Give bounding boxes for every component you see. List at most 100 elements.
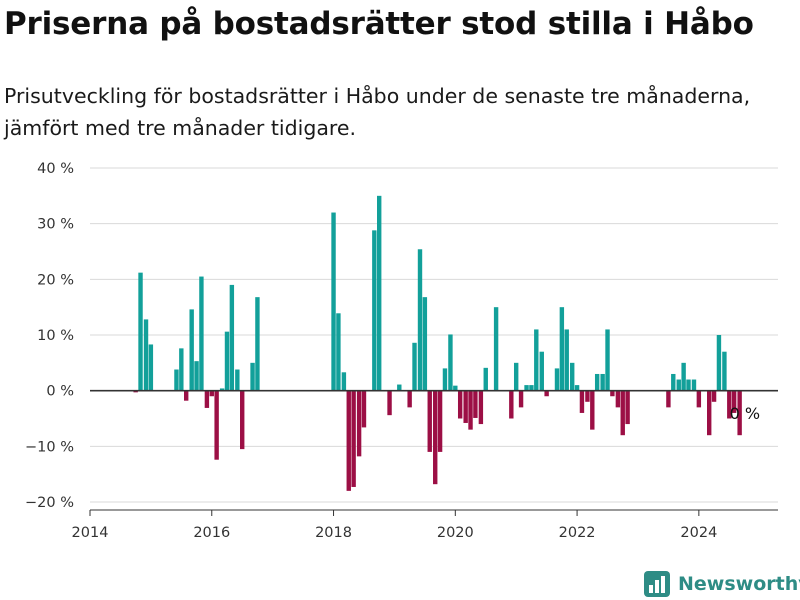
bar xyxy=(529,385,534,391)
bar xyxy=(473,390,478,418)
bar xyxy=(372,230,377,391)
bar xyxy=(574,385,580,391)
bar xyxy=(544,390,549,397)
bar xyxy=(194,361,199,391)
bar xyxy=(214,390,219,460)
bar xyxy=(625,390,630,425)
bar xyxy=(199,276,204,391)
bar xyxy=(356,390,362,457)
bar xyxy=(590,390,595,430)
logo-bar-2 xyxy=(655,580,659,593)
bar xyxy=(564,329,569,391)
y-tick-label: 30 % xyxy=(37,217,74,233)
x-tick-label: 2022 xyxy=(559,525,596,541)
bar xyxy=(189,309,194,391)
bar xyxy=(240,390,245,450)
bar xyxy=(427,390,432,452)
bar xyxy=(707,390,712,436)
x-tick-label: 2018 xyxy=(315,525,352,541)
bar xyxy=(346,390,351,491)
bar xyxy=(255,297,260,391)
bar xyxy=(513,362,519,391)
bar xyxy=(174,369,179,391)
bar xyxy=(579,390,585,413)
bar xyxy=(737,390,742,436)
bar xyxy=(585,390,590,402)
bar xyxy=(133,390,138,393)
bar xyxy=(336,313,341,391)
bar xyxy=(686,379,691,391)
bar xyxy=(570,362,575,391)
bar xyxy=(600,373,605,391)
bar xyxy=(605,329,610,391)
bar xyxy=(442,368,448,391)
bar xyxy=(224,331,230,391)
logo-bar-1 xyxy=(649,585,653,593)
bar xyxy=(417,249,423,391)
bar xyxy=(331,212,336,391)
bar xyxy=(148,344,154,391)
bar xyxy=(235,369,240,391)
bar xyxy=(377,195,382,391)
bar xyxy=(448,334,453,391)
bar xyxy=(493,307,499,391)
bar xyxy=(351,390,356,487)
bar xyxy=(437,390,443,452)
page-subtitle: Prisutveckling för bostadsrätter i Håbo … xyxy=(4,84,751,140)
bar xyxy=(518,390,524,408)
logo-bar-3 xyxy=(661,576,665,593)
y-tick-label: −10 % xyxy=(25,439,74,455)
bar xyxy=(184,390,189,401)
bar xyxy=(209,390,214,397)
bar xyxy=(397,384,402,391)
bar xyxy=(457,390,463,419)
x-tick-label: 2014 xyxy=(72,525,109,541)
bar xyxy=(250,362,255,391)
bar xyxy=(412,342,417,391)
page-title: Priserna på bostadsrätter stod stilla i … xyxy=(4,6,754,42)
bar xyxy=(422,297,428,391)
bar xyxy=(534,329,539,391)
bar xyxy=(539,351,544,391)
brand-name: Newsworthy xyxy=(678,573,800,595)
bar xyxy=(387,390,392,416)
bar xyxy=(711,390,717,402)
bar xyxy=(453,385,458,391)
bar xyxy=(478,390,484,425)
brand-logo[interactable]: Newsworthy xyxy=(644,568,800,600)
bar xyxy=(671,373,676,391)
bar xyxy=(691,379,697,391)
bar-chart-logo-icon xyxy=(644,571,670,597)
bar xyxy=(610,390,615,397)
bar xyxy=(143,319,149,391)
x-tick-label: 2024 xyxy=(680,525,717,541)
bar xyxy=(676,379,681,391)
bar xyxy=(681,362,686,391)
x-tick-label: 2016 xyxy=(193,525,230,541)
grid-layer xyxy=(90,167,778,503)
bar xyxy=(204,390,210,408)
bar xyxy=(407,390,412,408)
bar xyxy=(594,373,600,391)
x-tick-label: 2020 xyxy=(437,525,474,541)
bar xyxy=(219,388,225,391)
bar xyxy=(554,368,560,391)
bar xyxy=(179,348,184,391)
bar xyxy=(138,272,143,391)
bar xyxy=(716,335,722,391)
bars-layer xyxy=(133,195,742,491)
y-tick-label: −20 % xyxy=(25,495,74,511)
bar xyxy=(559,307,565,391)
last-value-label: 0 % xyxy=(730,404,760,423)
bar xyxy=(696,390,702,408)
bar xyxy=(483,367,488,391)
bar xyxy=(341,372,347,391)
y-tick-label: 40 % xyxy=(37,161,74,177)
bar xyxy=(615,390,621,408)
bar xyxy=(620,390,625,436)
bar xyxy=(468,390,473,430)
y-tick-label: 20 % xyxy=(37,272,74,288)
bar xyxy=(433,390,438,485)
bar xyxy=(722,351,727,391)
bar xyxy=(361,390,367,428)
